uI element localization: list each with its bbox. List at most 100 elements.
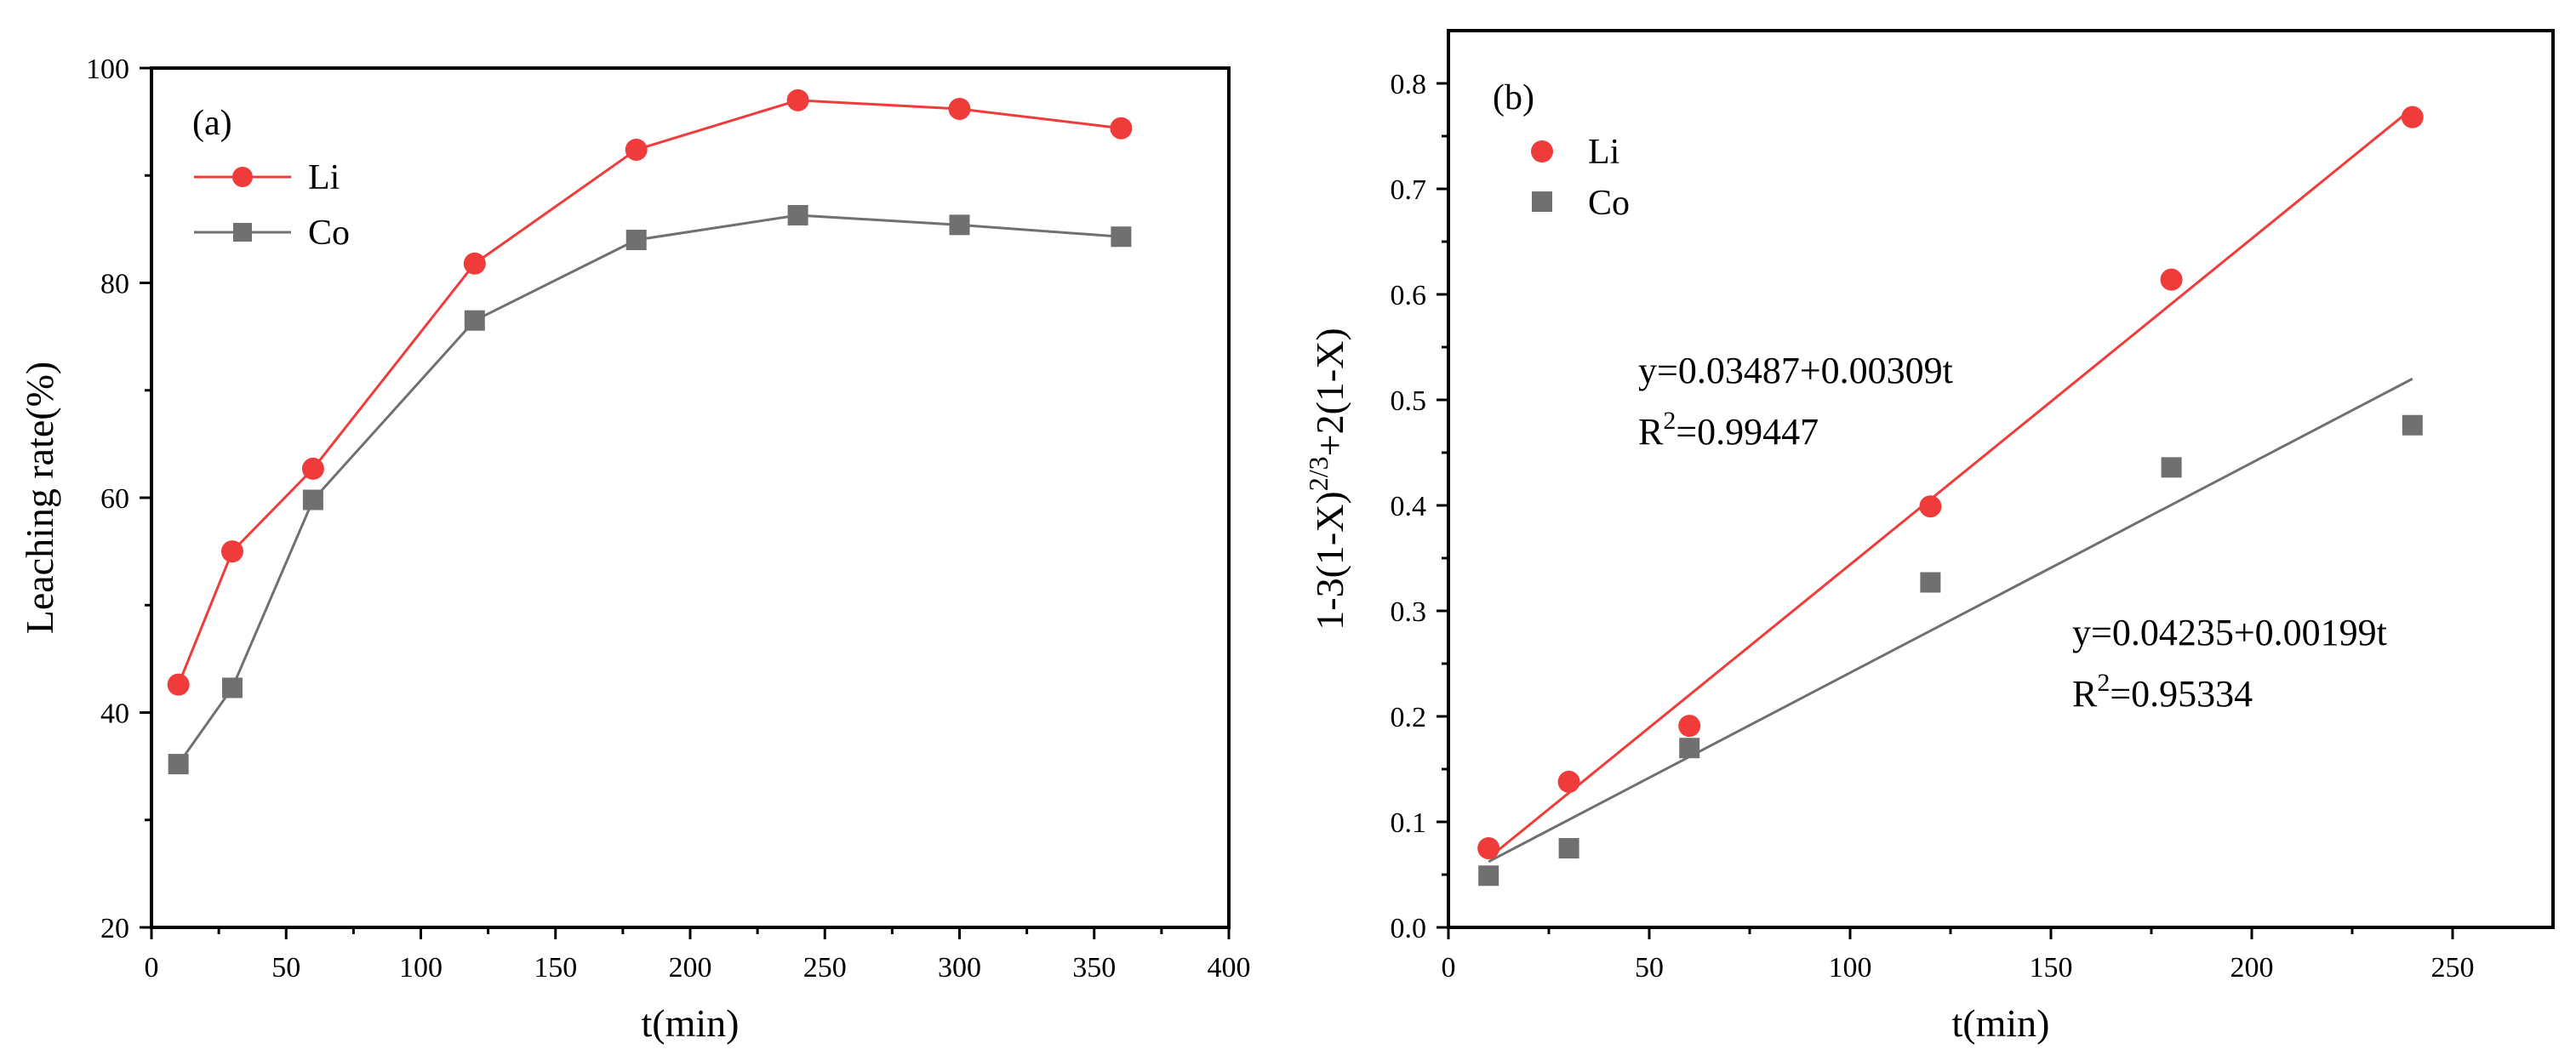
y-tick-label: 60 [100, 483, 129, 515]
data-point-co [2402, 414, 2423, 436]
x-tick-label: 100 [399, 952, 443, 984]
x-tick-label: 250 [2431, 952, 2475, 984]
series-line-co [177, 214, 1122, 765]
legend: Li Co [194, 158, 350, 253]
equation-li: y=0.03487+0.00309t [1638, 350, 1953, 391]
fit-annotation-li: y=0.03487+0.00309t R2=0.99447 [1638, 350, 1953, 453]
x-tick-label: 50 [271, 952, 300, 984]
data-point-li [1477, 837, 1500, 859]
y-tick-label: 40 [100, 699, 129, 730]
y-title-main: 1-3(1-X) [1308, 491, 1351, 630]
legend-label-li: Li [1588, 133, 1619, 172]
data-point-co [787, 204, 808, 225]
y-tick-label: 0.0 [1391, 913, 1427, 944]
x-tick-label: 0 [145, 952, 159, 984]
data-point-li [1557, 770, 1580, 793]
series-line-li [177, 99, 1122, 686]
series-lines [177, 99, 1122, 765]
x-tick-label: 0 [1442, 952, 1456, 984]
r2-sup: 2 [2097, 669, 2110, 697]
panel-label: (b) [1493, 78, 1534, 117]
y-tick-label: 0.5 [1391, 385, 1427, 417]
panel-label: (a) [192, 104, 232, 143]
x-axis-title: t(min) [642, 1001, 740, 1045]
legend-label-co: Co [1588, 184, 1630, 223]
x-tick-label: 50 [1635, 952, 1664, 984]
y-tick-label: 100 [86, 54, 129, 85]
data-point-li [463, 252, 486, 275]
r2-sup: 2 [1663, 407, 1676, 435]
x-tick-label: 350 [1072, 952, 1116, 984]
data-point-co [464, 310, 485, 331]
data-point-li [1678, 715, 1701, 738]
fit-annotation-co: y=0.04235+0.00199t R2=0.95334 [2072, 612, 2387, 715]
x-tick-label: 150 [2030, 952, 2073, 984]
x-tick-label: 200 [669, 952, 712, 984]
y-tick-label: 0.6 [1391, 280, 1427, 311]
data-point-co [1111, 226, 1132, 248]
equation-co: y=0.04235+0.00199t [2072, 612, 2387, 653]
y-axis-title: Leaching rate(%) [18, 362, 61, 635]
data-point-co [1478, 865, 1499, 887]
x-tick-label: 100 [1829, 952, 1872, 984]
legend-label-co: Co [308, 214, 350, 253]
legend: Li Co [1531, 133, 1630, 223]
data-point-co [302, 489, 323, 510]
legend-marker-co [233, 223, 252, 242]
x-axis-title: t(min) [1952, 1001, 2050, 1045]
data-point-li [301, 457, 324, 480]
data-point-li [948, 97, 971, 120]
data-point-co [1558, 838, 1579, 858]
legend-marker-co [1532, 191, 1552, 212]
data-point-li [1919, 495, 1942, 518]
legend-label-li: Li [308, 158, 340, 197]
fit-line-co [1488, 377, 2413, 864]
data-point-li [2401, 106, 2424, 128]
x-tick-label: 200 [2230, 952, 2274, 984]
x-tick-label: 300 [938, 952, 981, 984]
legend-marker-li [1531, 140, 1553, 163]
data-point-co [949, 214, 970, 236]
data-point-co [2161, 457, 2182, 478]
data-point-co [168, 754, 189, 775]
x-tick-label: 400 [1208, 952, 1251, 984]
x-tick-label: 150 [534, 952, 577, 984]
y-title-tail: +2(1-X) [1308, 328, 1351, 456]
r2-base: R [1638, 411, 1664, 453]
axis-ticks: 0 50 100 150 200 250 0.0 0.1 0.2 0.3 0.4 0.5 0.6 0.7 0… [1391, 69, 2475, 984]
fit-line-li [1488, 107, 2413, 859]
y-title-sup: 2/3 [1303, 456, 1334, 491]
panel-b: 0 50 100 150 200 250 0.0 0.1 0.2 0.3 0.4 0.5 0.6 0.7 0… [1303, 29, 2555, 1045]
y-tick-label: 0.7 [1391, 174, 1427, 206]
y-tick-label: 0.1 [1391, 807, 1427, 839]
y-tick-label: 0.2 [1391, 702, 1427, 733]
x-tick-label: 250 [803, 952, 847, 984]
data-point-li [2160, 268, 2183, 291]
y-tick-label: 0.8 [1391, 69, 1427, 100]
data-point-li [1110, 117, 1133, 140]
r2-value: =0.99447 [1676, 411, 1819, 453]
y-axis-title: 1-3(1-X)2/3+2(1-X) [1303, 328, 1351, 630]
axis-ticks: 0 50 100 150 200 250 300 350 400 20 40 60 80 100 [86, 54, 1251, 984]
y-tick-label: 0.4 [1391, 491, 1427, 522]
data-point-li [220, 540, 243, 563]
legend-marker-li [232, 167, 253, 187]
series-markers [167, 88, 1133, 775]
data-point-li [786, 88, 809, 111]
data-point-co [1920, 572, 1941, 593]
r-squared-li: R2=0.99447 [1638, 407, 1819, 453]
series-markers [1477, 106, 2424, 887]
r2-value: =0.95334 [2110, 673, 2253, 715]
data-point-co [1679, 738, 1700, 759]
y-tick-label: 0.3 [1391, 596, 1427, 628]
r2-base: R [2072, 673, 2098, 715]
fit-lines [1488, 107, 2413, 864]
data-point-co [221, 677, 243, 699]
plot-frame [1447, 29, 2555, 929]
data-point-co [625, 230, 647, 250]
data-point-li [625, 138, 648, 161]
r-squared-co: R2=0.95334 [2072, 669, 2253, 715]
y-tick-label: 20 [100, 913, 129, 944]
